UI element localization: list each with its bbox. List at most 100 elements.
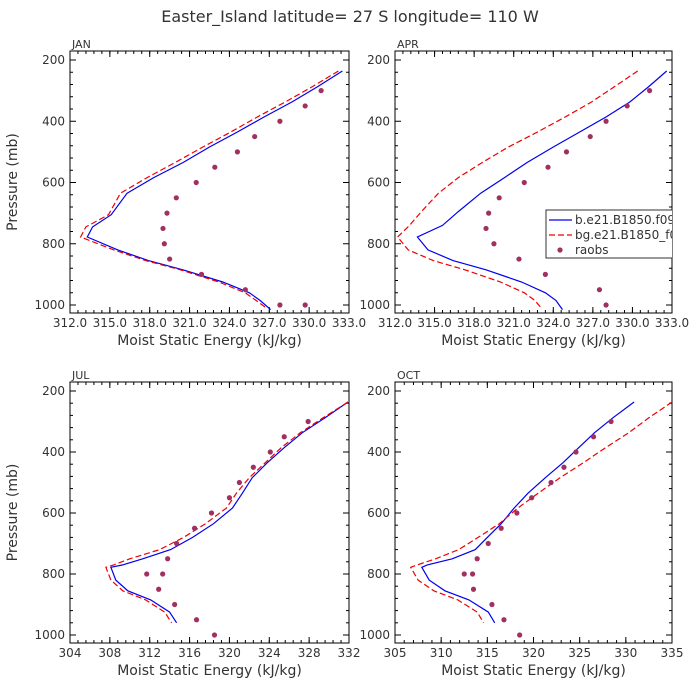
x-tick-label: 327.0 (252, 316, 286, 330)
model1-line (416, 70, 668, 310)
legend-label: bg.e21.B1850_f0 (575, 228, 677, 242)
model1-line (110, 401, 349, 624)
raobs-point (461, 571, 467, 577)
raobs-point (548, 479, 554, 486)
x-tick-label: 324.0 (212, 316, 246, 330)
x-tick-label: 318.0 (133, 316, 167, 330)
raobs-point (596, 287, 603, 293)
raobs-point (302, 103, 308, 109)
raobs-point (469, 571, 476, 577)
x-tick-label: 327.0 (576, 316, 610, 330)
x-axis-label: Moist Static Energy (kJ/kg) (117, 333, 302, 349)
panel-label: JAN (71, 38, 91, 51)
raobs-point (573, 449, 579, 455)
x-axis: 312.0 315.0 318.0 321.0 324.0 327.0 330.0 333.0 (378, 51, 689, 330)
raobs-point (305, 418, 311, 425)
y-tick-label: 600 (367, 506, 390, 520)
plot-area (105, 401, 349, 638)
x-tick-label: 325 (568, 646, 591, 660)
raobs-point (165, 556, 171, 562)
raobs-point (486, 210, 492, 216)
y-tick-label: 800 (42, 237, 65, 251)
raobs-point (474, 556, 480, 562)
raobs-point (590, 434, 597, 440)
plot-area (396, 70, 668, 310)
x-tick-label: 333.0 (655, 316, 689, 330)
raobs-point (485, 540, 491, 547)
x-tick-label: 330.0 (292, 316, 326, 330)
panel-label: APR (397, 38, 419, 51)
x-tick-label: 315.0 (93, 316, 127, 330)
x-tick-label: 324.0 (536, 316, 570, 330)
y-tick-label: 600 (42, 506, 65, 520)
model2-line (79, 70, 339, 309)
x-tick-label: 318.0 (457, 316, 491, 330)
y-axis: 200 400 600 800 1000 (359, 384, 672, 642)
raobs-point (483, 225, 489, 232)
raobs-point (496, 195, 502, 201)
raobs-point (542, 271, 548, 277)
x-tick-label: 332 (338, 646, 361, 660)
raobs-point (561, 464, 567, 470)
raobs-point (191, 525, 198, 531)
y-axis-label: Pressure (mb) (5, 133, 21, 231)
raobs-point (516, 256, 522, 262)
raobs-point (236, 479, 242, 486)
y-tick-label: 400 (367, 445, 390, 459)
x-tick-label: 308 (98, 646, 121, 660)
x-axis: 305 310 315 320 325 330 335 (384, 382, 683, 660)
x-tick-label: 330 (614, 646, 637, 660)
model2-line (105, 401, 349, 624)
y-tick-label: 1000 (359, 628, 390, 642)
y-tick-label: 800 (367, 567, 390, 581)
raobs-point (156, 586, 162, 592)
raobs-point (212, 164, 218, 170)
panel-oct: OCT 200 400 600 800 1000 305 310 315 320 325 330 335… (359, 369, 683, 679)
raobs-point (242, 287, 248, 293)
panel-label: OCT (397, 369, 420, 382)
x-tick-label: 315.0 (417, 316, 451, 330)
model2-line (396, 70, 639, 309)
raobs-point (164, 210, 170, 216)
y-tick-label: 800 (42, 567, 65, 581)
plot-frame (394, 381, 673, 644)
raobs-point (144, 571, 150, 577)
y-axis: 200 400 600 800 1000 (34, 53, 349, 312)
model1-line (86, 70, 343, 311)
x-tick-label: 320 (218, 646, 241, 660)
raobs-point (208, 510, 215, 516)
raobs-point (277, 302, 283, 308)
x-tick-label: 330.0 (615, 316, 649, 330)
y-tick-label: 200 (42, 53, 65, 67)
y-tick-label: 200 (367, 384, 390, 398)
y-tick-label: 1000 (34, 628, 65, 642)
y-tick-label: 600 (367, 176, 390, 190)
raobs-point (603, 118, 609, 124)
raobs-point (198, 271, 205, 277)
y-tick-label: 200 (367, 53, 390, 67)
raobs-point (193, 179, 199, 186)
plot-frame (394, 50, 673, 314)
y-axis-label: Pressure (mb) (5, 464, 21, 562)
x-tick-label: 312.0 (378, 316, 412, 330)
raobs-point (517, 632, 523, 638)
y-tick-label: 800 (367, 237, 390, 251)
figure-title: Easter_Island latitude= 27 S longitude= … (161, 7, 539, 27)
raobs-point (563, 149, 570, 155)
x-tick-label: 310 (430, 646, 453, 660)
raobs-point (603, 302, 609, 308)
raobs-point (160, 571, 166, 577)
y-axis: 200 400 600 800 1000 (34, 384, 349, 642)
raobs-point (174, 540, 180, 547)
panel-jul: JUL 200 400 600 800 1000 304 308 312 316 320 324 328… (5, 369, 360, 679)
x-tick-label: 321.0 (497, 316, 531, 330)
raobs-point (167, 256, 173, 262)
x-tick-label: 320 (522, 646, 545, 660)
x-tick-label: 316 (178, 646, 201, 660)
y-tick-label: 600 (42, 176, 65, 190)
raobs-point (624, 103, 630, 109)
raobs-point (172, 601, 178, 608)
x-tick-label: 315 (476, 646, 499, 660)
